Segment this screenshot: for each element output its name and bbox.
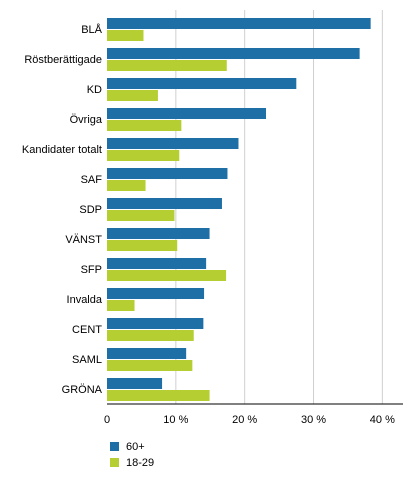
x-tick-label: 0 (104, 414, 110, 426)
bars (107, 18, 371, 401)
legend-label: 60+ (126, 441, 145, 453)
bar-series2 (107, 270, 227, 281)
bar-series1 (107, 258, 207, 269)
bar-series2 (107, 390, 210, 401)
category-labels: BLÅ Röstberättigade KD Övriga Kandidater tot… (22, 23, 103, 396)
bar-series1 (107, 198, 222, 209)
bar-series1 (107, 228, 210, 239)
bar-series1 (107, 168, 228, 179)
bar-series1 (107, 78, 297, 89)
bar-series1 (107, 288, 205, 299)
category-label: KD (87, 84, 102, 96)
category-label: SAF (81, 174, 103, 186)
bar-series2 (107, 300, 135, 311)
legend-label: 18-29 (126, 457, 154, 469)
legend-swatch (110, 442, 119, 451)
category-label: SAML (72, 354, 102, 366)
category-label: Invalda (67, 294, 103, 306)
category-label: VÄNST (65, 234, 102, 246)
bar-series2 (107, 360, 193, 371)
bar-series2 (107, 30, 144, 41)
bar-series2 (107, 330, 194, 341)
bar-series1 (107, 138, 239, 149)
x-tick-label: 30 % (301, 414, 326, 426)
x-tick-label: 20 % (232, 414, 257, 426)
category-label: CENT (72, 324, 102, 336)
bar-series2 (107, 240, 178, 251)
bar-series1 (107, 18, 371, 29)
legend: 60+ 18-29 (110, 441, 154, 469)
bar-series2 (107, 180, 146, 191)
legend-swatch (110, 458, 119, 467)
category-label: Övriga (70, 114, 103, 126)
bar-series1 (107, 108, 267, 119)
category-label: GRÖNA (62, 384, 103, 396)
category-label: SDP (79, 204, 102, 216)
bar-series2 (107, 210, 175, 221)
bar-series2 (107, 120, 182, 131)
x-tick-label: 10 % (163, 414, 188, 426)
category-label: BLÅ (81, 23, 102, 36)
x-tick-label: 40 % (370, 414, 395, 426)
bar-series2 (107, 150, 180, 161)
bar-series1 (107, 348, 187, 359)
bar-series2 (107, 60, 227, 71)
bar-series1 (107, 378, 163, 389)
x-tick-labels: 0 10 % 20 % 30 % 40 % (104, 414, 395, 426)
category-label: Röstberättigade (24, 54, 102, 66)
category-label: Kandidater totalt (22, 144, 102, 156)
category-label: SFP (81, 264, 102, 276)
bar-series1 (107, 48, 360, 59)
bar-series1 (107, 318, 204, 329)
bar-series2 (107, 90, 158, 101)
